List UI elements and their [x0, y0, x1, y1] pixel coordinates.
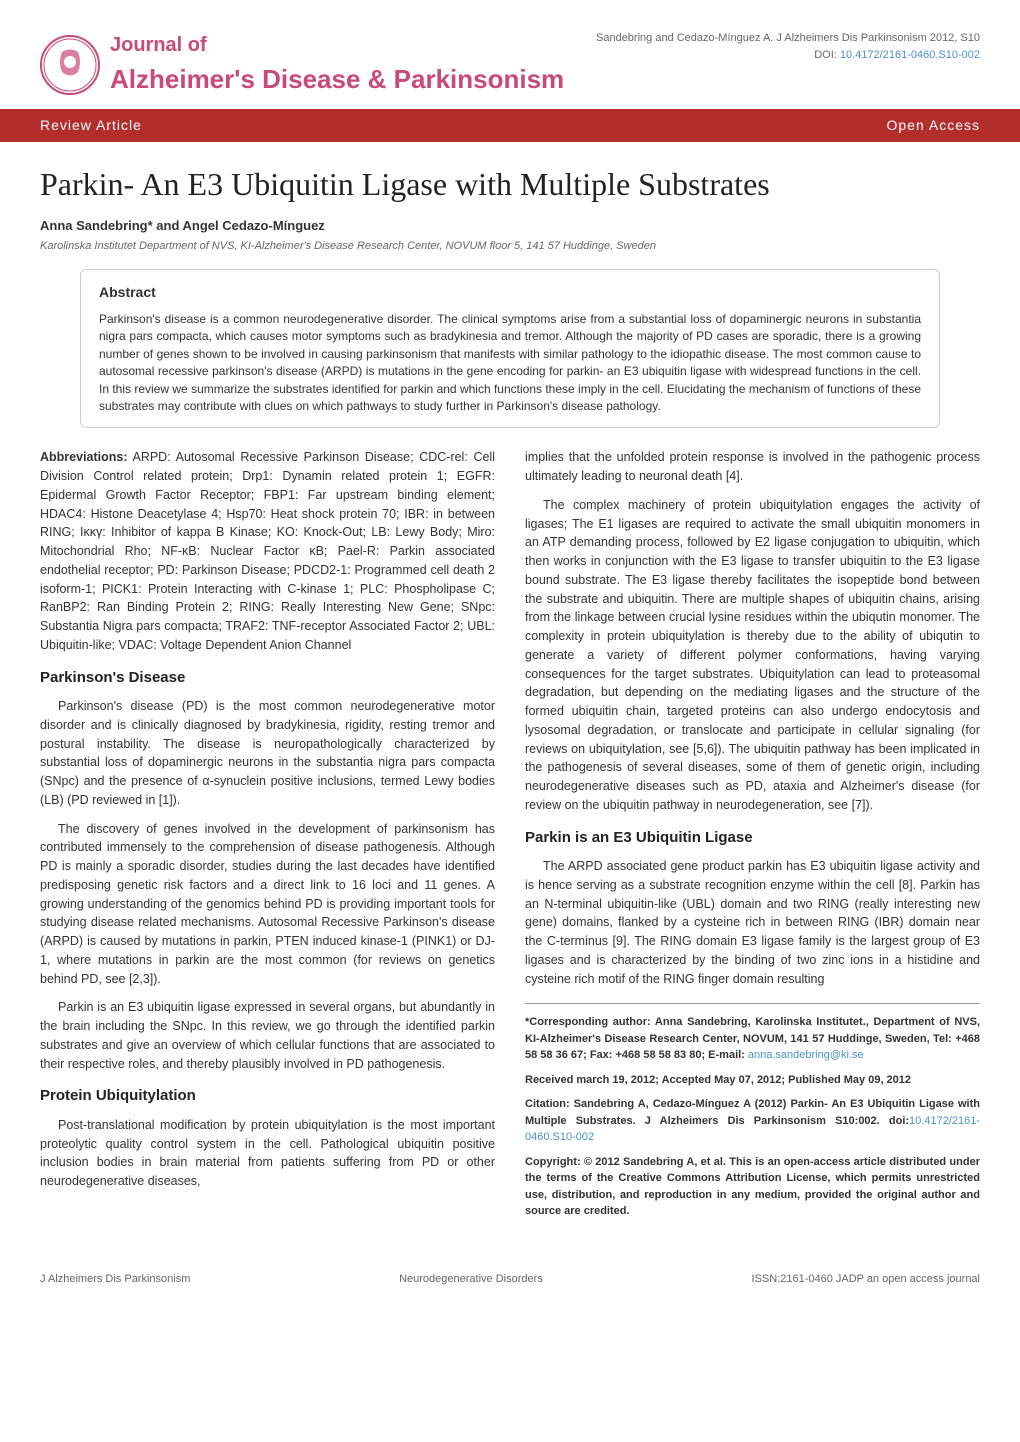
- article-type-banner: Review Article Open Access: [0, 109, 1020, 142]
- corresponding-author: *Corresponding author: Anna Sandebring, …: [525, 1014, 980, 1064]
- article-body: Abbreviations: ARPD: Autosomal Recessive…: [0, 448, 1020, 1220]
- ubiq-p2: implies that the unfolded protein respon…: [525, 448, 980, 486]
- copyright-text: Copyright: © 2012 Sandebring A, et al. T…: [525, 1156, 980, 1218]
- abbreviations-label: Abbreviations:: [40, 450, 128, 464]
- section-heading-e3: Parkin is an E3 Ubiquitin Ligase: [525, 827, 980, 850]
- doi-link[interactable]: 10.4172/2161-0460.S10-002: [840, 49, 980, 61]
- journal-logo: [40, 35, 100, 95]
- doi-line: DOI: 10.4172/2161-0460.S10-002: [596, 47, 980, 64]
- journal-of-label: Journal of: [110, 30, 564, 60]
- footer-left: J Alzheimers Dis Parkinsonism: [40, 1271, 190, 1288]
- abbreviations-paragraph: Abbreviations: ARPD: Autosomal Recessive…: [40, 448, 495, 654]
- abstract-box: Abstract Parkinson's disease is a common…: [80, 269, 940, 428]
- open-access-label: Open Access: [887, 115, 981, 136]
- abstract-text: Parkinson's disease is a common neurodeg…: [99, 311, 921, 415]
- section-heading-pd: Parkinson's Disease: [40, 667, 495, 690]
- article-title: Parkin- An E3 Ubiquitin Ligase with Mult…: [0, 142, 1020, 216]
- citation-text: Sandebring and Cedazo-Mínguez A. J Alzhe…: [596, 30, 980, 47]
- footer-right: ISSN:2161-0460 JADP an open access journ…: [752, 1271, 981, 1288]
- e3-p1: The ARPD associated gene product parkin …: [525, 857, 980, 988]
- affiliation: Karolinska Institutet Department of NVS,…: [0, 236, 1020, 270]
- footer-center: Neurodegenerative Disorders: [399, 1271, 543, 1288]
- page-footer: J Alzheimers Dis Parkinsonism Neurodegen…: [0, 1240, 1020, 1308]
- ubiq-p1: Post-translational modification by prote…: [40, 1116, 495, 1191]
- article-type: Review Article: [40, 115, 142, 136]
- received-text: Received march 19, 2012; Accepted May 07…: [525, 1074, 911, 1086]
- citation-block: Citation: Sandebring A, Cedazo-Mínguez A…: [525, 1096, 980, 1146]
- journal-name: Alzheimer's Disease & Parkinsonism: [110, 60, 564, 99]
- doi-label: DOI:: [814, 49, 837, 61]
- article-info-box: *Corresponding author: Anna Sandebring, …: [525, 1003, 980, 1220]
- received-dates: Received march 19, 2012; Accepted May 07…: [525, 1072, 980, 1089]
- abstract-heading: Abstract: [99, 282, 921, 303]
- authors: Anna Sandebring* and Angel Cedazo-Míngue…: [0, 216, 1020, 236]
- section-heading-ubiq: Protein Ubiquitylation: [40, 1085, 495, 1108]
- ubiq-p3: The complex machinery of protein ubiquit…: [525, 496, 980, 815]
- pd-p2: The discovery of genes involved in the d…: [40, 820, 495, 989]
- pd-p3: Parkin is an E3 ubiquitin ligase express…: [40, 998, 495, 1073]
- abbreviations-text: ARPD: Autosomal Recessive Parkinson Dise…: [40, 450, 495, 652]
- header-left: Journal of Alzheimer's Disease & Parkins…: [40, 30, 564, 99]
- pd-p1: Parkinson's disease (PD) is the most com…: [40, 697, 495, 810]
- corresponding-email[interactable]: anna.sandebring@ki.se: [748, 1049, 864, 1061]
- page-header: Journal of Alzheimer's Disease & Parkins…: [0, 0, 1020, 109]
- journal-title-block: Journal of Alzheimer's Disease & Parkins…: [110, 30, 564, 99]
- copyright-block: Copyright: © 2012 Sandebring A, et al. T…: [525, 1154, 980, 1220]
- header-citation: Sandebring and Cedazo-Mínguez A. J Alzhe…: [596, 30, 980, 63]
